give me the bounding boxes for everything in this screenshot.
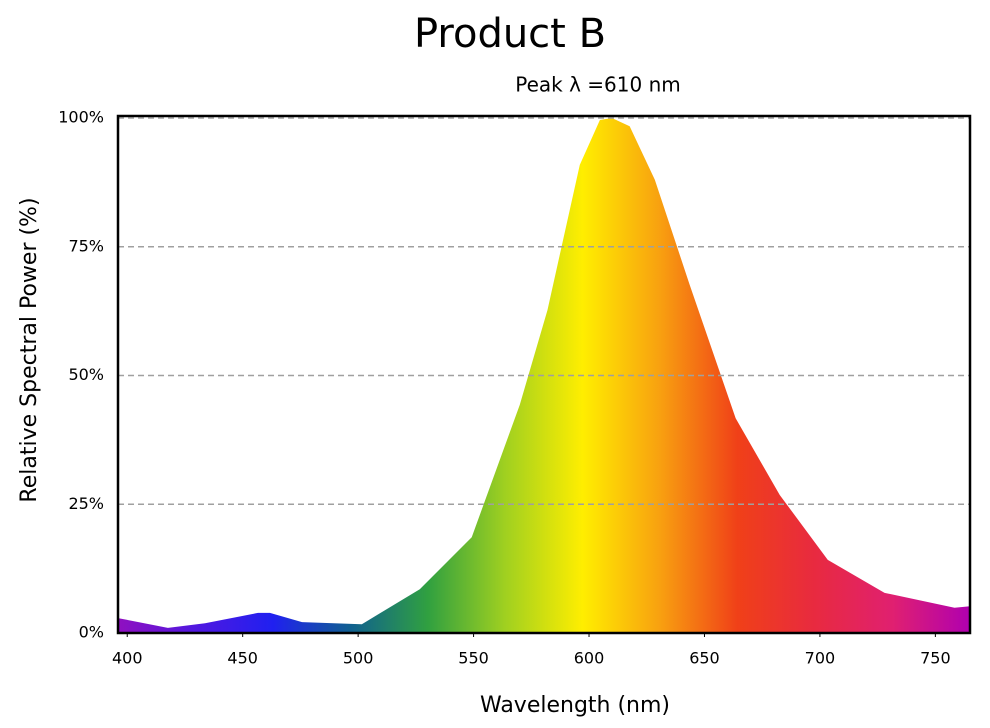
subtitle: Peak λ =610 nm bbox=[515, 73, 681, 97]
x-axis-label: Wavelength (nm) bbox=[480, 693, 670, 718]
x-tick-label: 750 bbox=[920, 649, 951, 668]
x-tick-label: 600 bbox=[574, 649, 605, 668]
y-tick-label: 0% bbox=[79, 623, 104, 642]
x-tick-label: 400 bbox=[112, 649, 143, 668]
x-tick-label: 700 bbox=[805, 649, 836, 668]
x-tick-label: 500 bbox=[343, 649, 374, 668]
x-tick-label: 650 bbox=[689, 649, 720, 668]
y-tick-label: 50% bbox=[68, 365, 104, 384]
chart-title: Product B bbox=[414, 11, 606, 57]
y-axis-label: Relative Spectral Power (%) bbox=[17, 197, 42, 502]
plot-frame bbox=[116, 114, 972, 635]
x-tick-label: 450 bbox=[227, 649, 258, 668]
y-tick-label: 100% bbox=[58, 108, 104, 127]
x-tick-label: 550 bbox=[458, 649, 489, 668]
y-tick-label: 25% bbox=[68, 494, 104, 513]
y-tick-label: 75% bbox=[68, 236, 104, 255]
